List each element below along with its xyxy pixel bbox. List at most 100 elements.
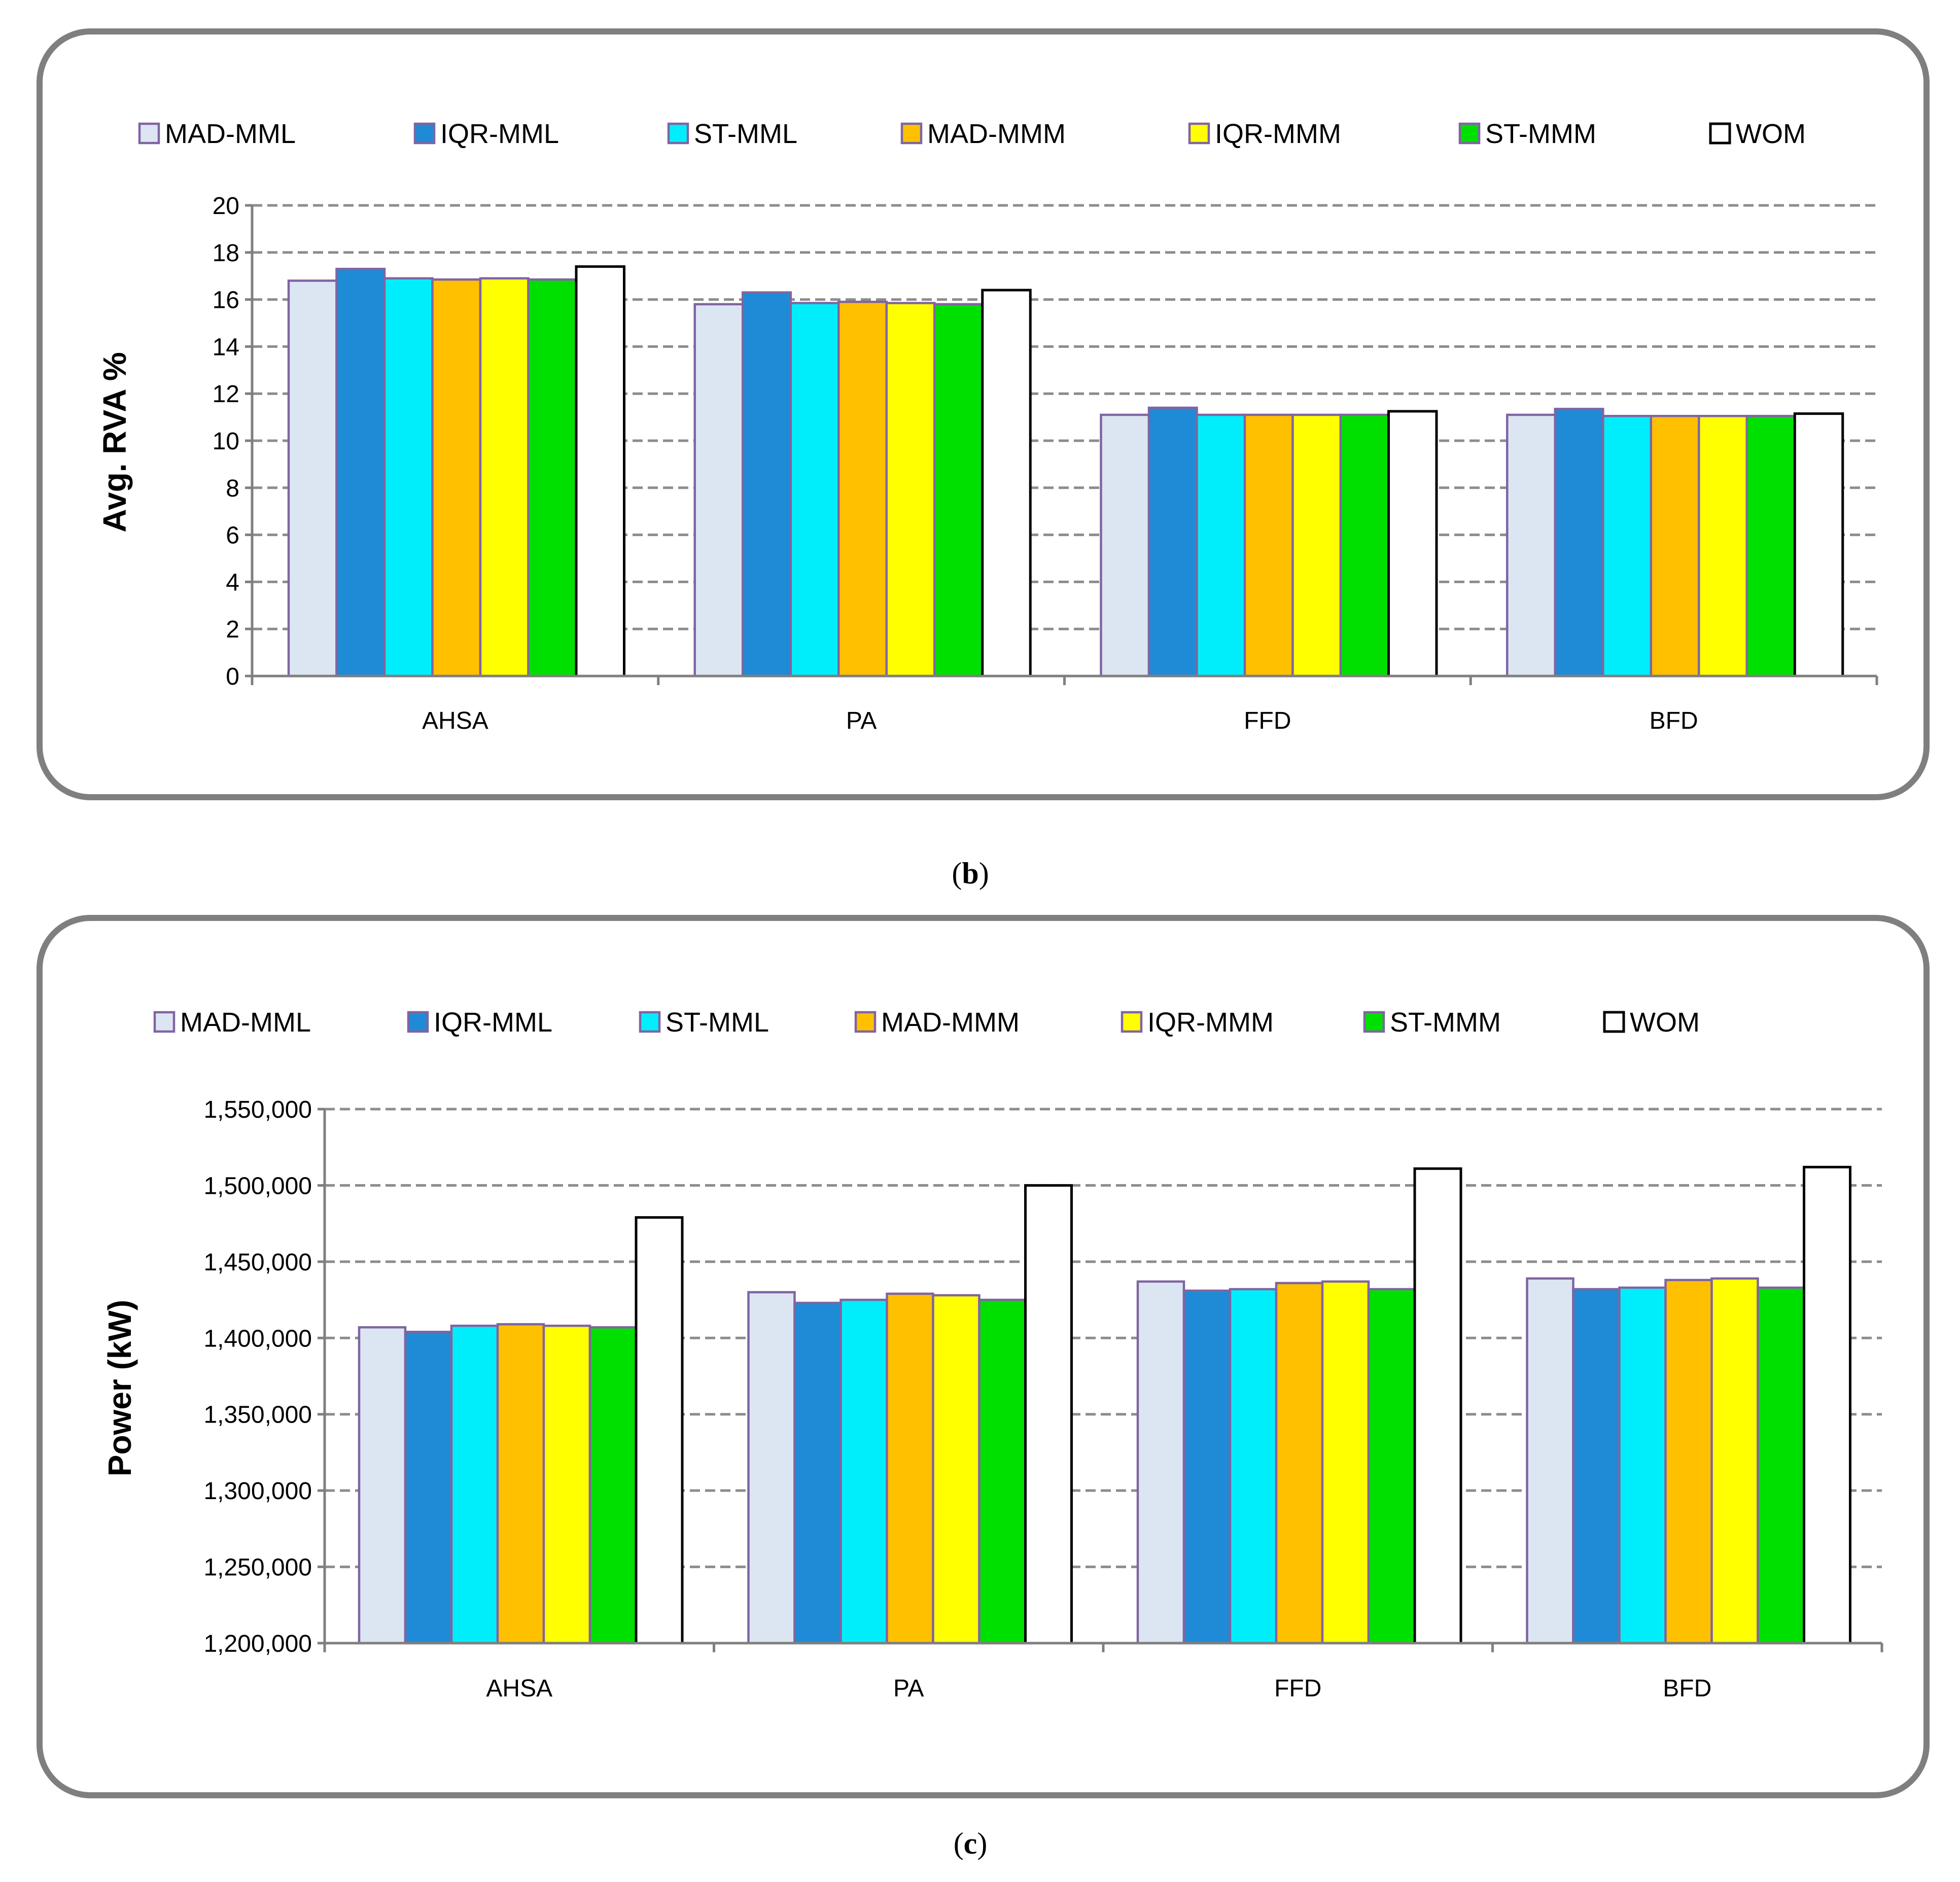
bar-c-ahsa-mad-mml <box>358 1326 407 1645</box>
bar-b-pa-mad-mml <box>693 303 744 678</box>
x-tick-label-b-pa: PA <box>846 707 877 734</box>
axes-b <box>245 204 1878 685</box>
bar-c-ffd-mad-mml <box>1136 1280 1185 1645</box>
x-tick-labels-b: AHSA PA FFD BFD <box>422 707 1698 734</box>
y-tick-label-b-0: 0 <box>226 663 239 690</box>
bar-b-pa-mad-mmm <box>837 300 888 678</box>
bar-b-ahsa-st-mml <box>383 277 434 678</box>
bar-c-ffd-wom <box>1413 1167 1462 1645</box>
legend-label-c-wom: WOM <box>1630 1007 1700 1038</box>
y-tick-label-b-10: 20 <box>213 193 239 220</box>
bar-c-ahsa-st-mmm <box>588 1326 638 1645</box>
bar-c-ffd-iqr-mml <box>1182 1289 1232 1645</box>
y-tick-label-b-6: 12 <box>213 381 239 408</box>
bar-b-ahsa-mad-mmm <box>431 278 482 678</box>
y-tick-label-b-4: 8 <box>226 475 239 502</box>
legend-label-b-st-mmm: ST-MMM <box>1485 119 1596 149</box>
panel-letter-b: b <box>962 857 978 890</box>
x-tick-label-c-bfd: BFD <box>1663 1675 1711 1702</box>
bar-b-ahsa-iqr-mml <box>335 268 386 678</box>
y-tick-label-c-1: 1,250,000 <box>203 1554 312 1581</box>
bar-c-ffd-st-mml <box>1229 1288 1278 1645</box>
y-tick-labels-c: 1,200,000 1,250,000 1,300,000 1,350,000 1,40… <box>203 1096 312 1657</box>
legend-swatch-c-mad-mmm <box>854 1011 877 1033</box>
bar-b-bfd-mad-mml <box>1506 413 1556 678</box>
y-axis-label-b: Avg. RVA % <box>96 352 133 532</box>
bar-c-bfd-wom <box>1803 1165 1851 1645</box>
bar-c-bfd-st-mml <box>1618 1286 1667 1645</box>
y-tick-labels-b: 0 2 4 6 8 10 12 14 16 18 20 <box>213 193 239 690</box>
legend-c: MAD-MML IQR-MML ST-MML MAD-MMM IQR-MMM ST-MMM… <box>153 1007 1700 1038</box>
legend-swatch-c-st-mmm <box>1363 1011 1385 1033</box>
bar-b-ahsa-st-mmm <box>527 278 578 678</box>
legend-swatch-b-st-mml <box>667 122 689 145</box>
bar-c-bfd-st-mmm <box>1757 1286 1805 1645</box>
y-tick-label-c-4: 1,400,000 <box>203 1325 312 1352</box>
bar-b-ahsa-iqr-mmm <box>479 277 530 678</box>
bar-c-bfd-iqr-mmm <box>1710 1277 1759 1645</box>
bar-b-pa-iqr-mml <box>742 291 792 678</box>
y-tick-label-b-9: 18 <box>213 240 239 267</box>
x-tick-label-b-bfd: BFD <box>1650 707 1698 734</box>
y-tick-label-c-5: 1,450,000 <box>203 1249 312 1276</box>
bar-c-ahsa-wom <box>635 1216 684 1645</box>
bar-b-bfd-st-mml <box>1602 415 1652 678</box>
legend-label-b-iqr-mmm: IQR-MMM <box>1215 119 1341 149</box>
bar-c-bfd-iqr-mml <box>1572 1288 1621 1645</box>
bar-b-bfd-st-mmm <box>1745 415 1796 678</box>
legend-label-b-mad-mml: MAD-MML <box>165 119 296 149</box>
bar-c-pa-mad-mml <box>747 1291 796 1645</box>
bar-b-bfd-mad-mmm <box>1650 415 1700 678</box>
gridlines-b <box>252 204 1877 630</box>
panel-caption-b: (b) <box>952 857 989 890</box>
bar-c-pa-wom <box>1024 1184 1073 1645</box>
legend-swatch-b-iqr-mml <box>413 122 436 145</box>
bar-b-ffd-iqr-mml <box>1147 406 1198 678</box>
bar-b-ffd-st-mml <box>1196 413 1246 678</box>
legend-swatch-b-mad-mml <box>138 122 160 145</box>
bar-b-ahsa-mad-mml <box>287 279 338 678</box>
legend-swatch-b-wom <box>1709 122 1731 145</box>
x-tick-label-c-ffd: FFD <box>1274 1675 1321 1702</box>
bar-b-ffd-mad-mmm <box>1243 413 1294 678</box>
legend-swatch-c-wom <box>1603 1011 1625 1033</box>
bar-b-pa-iqr-mmm <box>885 302 936 678</box>
legend-label-b-iqr-mml: IQR-MML <box>440 119 559 149</box>
bar-c-ffd-mad-mmm <box>1275 1282 1324 1645</box>
y-tick-label-b-3: 6 <box>226 522 239 549</box>
bar-c-pa-iqr-mmm <box>932 1294 981 1645</box>
x-tick-label-b-ffd: FFD <box>1244 707 1291 734</box>
bar-c-ffd-st-mmm <box>1367 1288 1416 1645</box>
bar-b-bfd-iqr-mmm <box>1698 415 1748 678</box>
legend-swatch-b-st-mmm <box>1458 122 1481 145</box>
y-tick-label-c-0: 1,200,000 <box>203 1630 312 1657</box>
bar-c-ffd-iqr-mmm <box>1321 1280 1370 1645</box>
y-tick-label-c-3: 1,350,000 <box>203 1402 312 1429</box>
bar-c-ahsa-iqr-mmm <box>542 1324 591 1645</box>
bar-c-bfd-mad-mml <box>1526 1277 1574 1645</box>
panel-caption-c: (c) <box>954 1827 988 1860</box>
bar-b-bfd-wom <box>1793 412 1844 678</box>
legend-b: MAD-MML IQR-MML ST-MML MAD-MMM IQR-MMM ST-MMM… <box>138 119 1806 149</box>
bar-c-pa-mad-mmm <box>886 1292 934 1645</box>
bar-c-ahsa-mad-mmm <box>496 1323 545 1645</box>
chart-panel-c: MAD-MML IQR-MML ST-MML MAD-MMM IQR-MMM ST-MMM… <box>37 915 1930 1798</box>
y-tick-label-b-2: 4 <box>226 569 239 596</box>
bar-c-bfd-mad-mmm <box>1664 1279 1713 1645</box>
panel-letter-c: c <box>964 1827 977 1860</box>
bar-c-pa-iqr-mml <box>793 1301 842 1645</box>
y-tick-label-b-5: 10 <box>213 428 239 455</box>
legend-label-c-st-mmm: ST-MMM <box>1390 1007 1501 1038</box>
bar-b-ffd-mad-mml <box>1100 413 1150 678</box>
bar-b-pa-st-mmm <box>933 303 984 678</box>
y-tick-label-c-7: 1,550,000 <box>203 1096 312 1123</box>
y-axis-label-c: Power (kW) <box>101 1300 138 1476</box>
legend-swatch-c-mad-mml <box>153 1011 176 1033</box>
bar-c-pa-st-mmm <box>978 1298 1027 1645</box>
bar-b-ahsa-wom <box>575 265 625 678</box>
x-tick-label-b-ahsa: AHSA <box>422 707 488 734</box>
legend-swatch-c-iqr-mmm <box>1121 1011 1143 1033</box>
legend-swatch-c-iqr-mml <box>407 1011 429 1033</box>
legend-label-b-wom: WOM <box>1736 119 1806 149</box>
